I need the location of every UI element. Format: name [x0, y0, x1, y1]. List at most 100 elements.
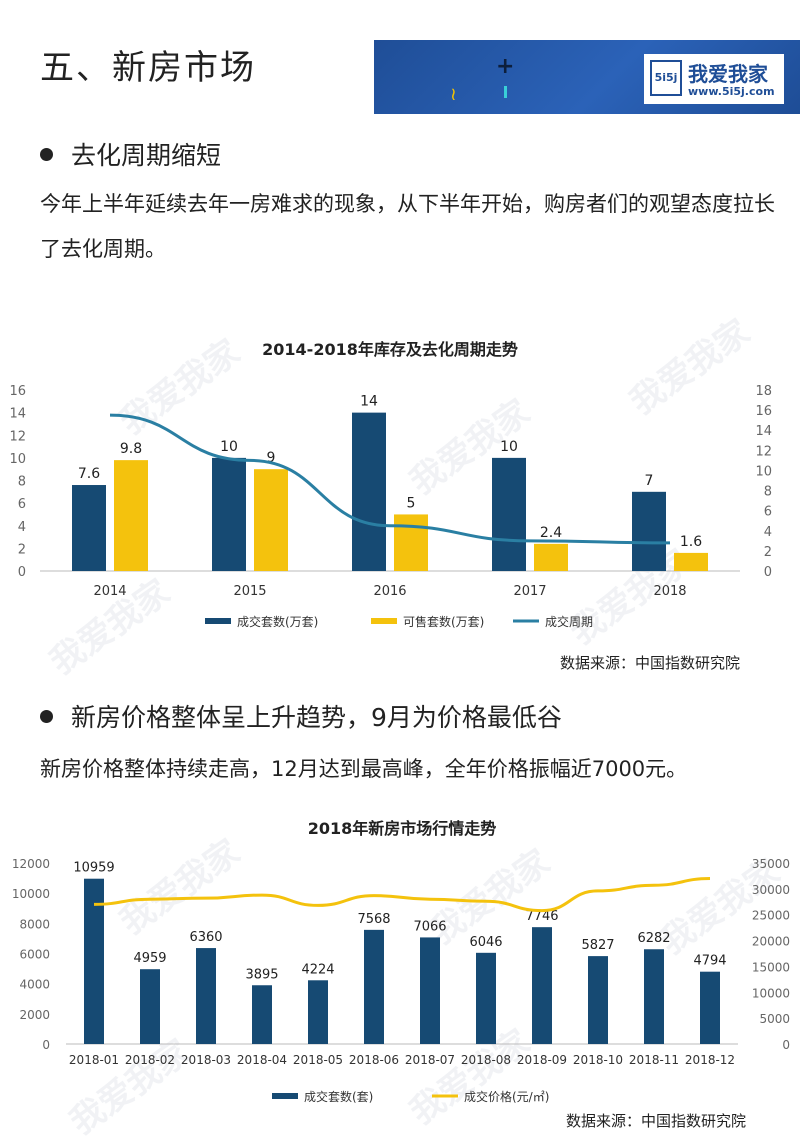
bar — [644, 949, 664, 1044]
y-right-tick-label: 25000 — [752, 909, 790, 923]
y-left-tick-label: 0 — [18, 565, 26, 580]
y-right-tick-label: 20000 — [752, 935, 790, 949]
bar-value-label: 6282 — [637, 931, 670, 946]
y-right-tick-label: 18 — [755, 384, 772, 399]
legend-label: 可售套数(万套) — [403, 614, 484, 629]
section1-heading: 去化周期缩短 — [40, 136, 221, 172]
bar — [394, 514, 428, 571]
house-logo-icon: 5i5j — [650, 60, 682, 96]
bar — [420, 937, 440, 1044]
y-right-tick-label: 6 — [764, 505, 772, 520]
bar-value-label: 7066 — [413, 919, 446, 934]
bar-value-label: 1.6 — [680, 534, 702, 550]
bar — [72, 485, 106, 571]
bar-value-label: 7568 — [357, 912, 390, 927]
bar — [700, 971, 720, 1044]
y-right-tick-label: 0 — [782, 1038, 790, 1052]
y-right-tick-label: 5000 — [759, 1012, 790, 1026]
bar — [364, 929, 384, 1044]
bar-value-label: 9 — [267, 450, 276, 466]
bar — [140, 969, 160, 1044]
bar-value-label: 7.6 — [78, 466, 100, 482]
y-left-tick-label: 6 — [18, 497, 26, 512]
y-left-tick-label: 10 — [9, 452, 26, 467]
y-left-tick-label: 14 — [9, 407, 26, 422]
y-right-tick-label: 14 — [755, 424, 772, 439]
bar — [308, 980, 328, 1044]
bullet-icon — [40, 147, 53, 161]
legend-label: 成交套数(万套) — [237, 614, 318, 629]
bar-value-label: 6360 — [189, 930, 222, 945]
legend-label: 成交价格(元/㎡) — [464, 1089, 549, 1104]
page-title: 五、新房市场 — [40, 48, 256, 88]
series-line — [109, 413, 671, 545]
bar-value-label: 5827 — [581, 938, 614, 953]
chart-market-trend: 2018年新房市场行情走势 0 2000 4000 6000 8000 10000 12000… — [12, 819, 790, 1104]
x-tick-label: 2018-08 — [461, 1053, 511, 1067]
bullet-icon — [40, 709, 53, 723]
y-left-tick-label: 0 — [42, 1038, 50, 1052]
bar — [492, 457, 526, 571]
bar — [632, 491, 666, 571]
x-tick-label: 2018-10 — [573, 1053, 623, 1067]
y-left-tick-label: 8000 — [19, 917, 50, 931]
x-tick-label: 2018-06 — [349, 1053, 399, 1067]
legend-swatch — [205, 618, 231, 624]
x-tick-label: 2014 — [93, 584, 126, 599]
section1-heading-text: 去化周期缩短 — [71, 141, 222, 170]
y-left-tick-label: 2000 — [19, 1008, 50, 1022]
legend-swatch — [371, 618, 397, 624]
y-right-tick-label: 10000 — [752, 986, 790, 1000]
y-left-tick-label: 12 — [9, 429, 26, 444]
x-tick-label: 2017 — [513, 584, 546, 599]
y-left-tick-label: 6000 — [19, 948, 50, 962]
y-left-tick-label: 12000 — [12, 857, 50, 871]
bar-value-label: 9.8 — [120, 441, 142, 457]
section2-paragraph: 新房价格整体持续走高，12月达到最高峰，全年价格振幅近7000元。 — [40, 757, 688, 781]
y-left-tick-label: 4 — [18, 520, 26, 535]
brand-name: 我爱我家 — [688, 62, 768, 86]
bar — [588, 956, 608, 1044]
x-tick-label: 2018-09 — [517, 1053, 567, 1067]
legend-label: 成交周期 — [545, 614, 593, 629]
y-right-tick-label: 8 — [764, 485, 772, 500]
y-right-tick-label: 30000 — [752, 883, 790, 897]
bar — [674, 552, 708, 571]
bar-value-label: 7746 — [525, 909, 558, 924]
y-left-tick-label: 8 — [18, 475, 26, 490]
bar — [534, 543, 568, 571]
bar — [532, 927, 552, 1044]
brand-url: www.5i5j.com — [688, 85, 775, 98]
section2-heading-text: 新房价格整体呈上升趋势，9月为价格最低谷 — [71, 703, 562, 732]
bar-value-label: 3895 — [245, 967, 278, 982]
y-right-tick-label: 10 — [755, 464, 772, 479]
bar-value-label: 10 — [500, 439, 518, 455]
bar-value-label: 4224 — [301, 962, 334, 977]
bar-value-label: 14 — [360, 394, 378, 410]
bar — [212, 457, 246, 571]
chart2-source: 数据来源：中国指数研究院 — [566, 1112, 747, 1130]
bar-value-label: 6046 — [469, 935, 502, 950]
y-left-tick-label: 10000 — [12, 887, 50, 901]
series-line — [93, 877, 711, 913]
y-right-tick-label: 0 — [764, 565, 772, 580]
y-right-tick-label: 4 — [764, 525, 772, 540]
bar — [196, 948, 216, 1044]
x-tick-label: 2018-12 — [685, 1053, 735, 1067]
x-tick-label: 2018-02 — [125, 1053, 175, 1067]
bar-value-label: 10959 — [73, 861, 114, 876]
chart-title: 2014-2018年库存及去化周期走势 — [262, 340, 518, 359]
bar — [476, 952, 496, 1044]
bar-value-label: 5 — [407, 495, 416, 511]
y-left-tick-label: 2 — [18, 542, 26, 557]
x-tick-label: 2018-04 — [237, 1053, 287, 1067]
y-right-tick-label: 12 — [755, 444, 772, 459]
tick-decoration-icon — [504, 86, 507, 98]
bar-value-label: 4794 — [693, 954, 726, 969]
bar-value-label: 2.4 — [540, 525, 562, 541]
bar — [84, 878, 104, 1044]
bar — [252, 985, 272, 1044]
x-tick-label: 2018-11 — [629, 1053, 679, 1067]
y-right-tick-label: 16 — [755, 404, 772, 419]
x-tick-label: 2018 — [653, 584, 686, 599]
